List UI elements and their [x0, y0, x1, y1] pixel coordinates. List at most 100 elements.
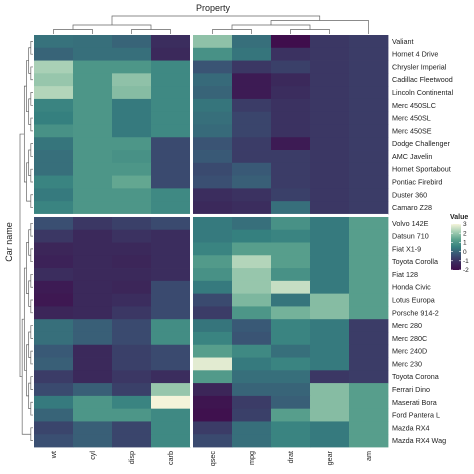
dendrogram-branch [23, 85, 27, 183]
heatmap-cell [112, 268, 152, 282]
row-label: Merc 450SLC [392, 101, 436, 110]
heatmap-cell [232, 268, 272, 282]
row-label: Duster 360 [392, 190, 427, 199]
heatmap-cell [112, 73, 152, 87]
heatmap-cell [271, 162, 311, 176]
heatmap-cell [310, 73, 350, 87]
heatmap-cell [232, 216, 272, 231]
heatmap-cell [310, 229, 350, 243]
heatmap-cell [193, 344, 233, 358]
heatmap-cell [349, 242, 389, 256]
heatmap-cell [34, 319, 74, 333]
heatmap-cell [349, 111, 389, 125]
row-label: Hornet Sportabout [392, 165, 451, 174]
heatmap-cell [310, 421, 350, 435]
heatmap-cell [193, 188, 233, 202]
heatmap-cell [310, 357, 350, 371]
heatmap-cell [193, 150, 233, 164]
heatmap-cell [232, 162, 272, 176]
heatmap-cell [271, 35, 311, 49]
heatmap-cell [73, 124, 113, 138]
dendrogram-branch [30, 274, 33, 288]
heatmap-cell [34, 188, 74, 202]
row-label: Valiant [392, 37, 413, 46]
heatmap-cell [310, 35, 350, 49]
row-label: Cadillac Fleetwood [392, 75, 453, 84]
heatmap-cell [73, 201, 113, 215]
dendrogram-branch [26, 162, 31, 202]
heatmap-cells [34, 35, 389, 448]
heatmap-cell [310, 175, 350, 189]
heatmap-cell [112, 344, 152, 358]
row-dendrogram [19, 41, 33, 441]
dendrogram-branch [30, 117, 33, 132]
dendrogram-branch [30, 168, 33, 183]
row-label: Lincoln Continental [392, 88, 454, 97]
column-label: mpg [247, 451, 256, 465]
dendrogram-branch [30, 41, 33, 55]
heatmap-cell [34, 331, 74, 346]
heatmap-cell [34, 280, 74, 295]
heatmap-cell [232, 98, 272, 113]
heatmap-cell [193, 255, 233, 269]
legend-ticks: 3 2 1 0 -1 -2 [451, 221, 469, 274]
heatmap-cell [310, 188, 350, 202]
heatmap-cell [73, 216, 113, 231]
row-label: Fiat 128 [392, 270, 418, 279]
dendrogram-branch [21, 318, 31, 435]
heatmap-cell [271, 175, 311, 189]
heatmap-cell [151, 124, 191, 138]
heatmap-cell [112, 150, 152, 164]
heatmap-cell [34, 73, 74, 87]
dendrogram-branch [26, 344, 29, 397]
row-label: Volvo 142E [392, 219, 429, 228]
heatmap-cell [193, 331, 233, 346]
heatmap-cell [151, 395, 191, 410]
heatmap-cell [34, 408, 74, 422]
heatmap-cell [112, 60, 152, 74]
column-split [190, 35, 193, 447]
heatmap-cell [193, 47, 233, 61]
heatmap-cell [349, 357, 389, 371]
heatmap-cell [310, 124, 350, 138]
heatmap-cell [193, 86, 233, 100]
heatmap-cell [193, 395, 233, 410]
heatmap-cell [193, 268, 233, 282]
heatmap-cell [34, 344, 74, 358]
row-label: Camaro Z28 [392, 203, 432, 212]
heatmap-cell [232, 201, 272, 215]
heatmap-cell [112, 216, 152, 231]
heatmap-cell [271, 306, 311, 320]
heatmap-cell [34, 421, 74, 435]
column-dendrogram [53, 15, 369, 34]
heatmap-cell [193, 421, 233, 435]
heatmap-cell [310, 280, 350, 295]
heatmap-cell [34, 150, 74, 164]
heatmap-cell [271, 111, 311, 125]
heatmap-cell [349, 370, 389, 384]
heatmap-cell [112, 357, 152, 371]
dendrogram-branch [30, 194, 33, 208]
heatmap-cell [73, 408, 113, 422]
heatmap-cell [73, 268, 113, 282]
heatmap-cell [232, 47, 272, 61]
heatmap-cell [73, 280, 113, 295]
heatmap-cell [151, 162, 191, 176]
dendrogram-branch [30, 401, 33, 416]
row-label: Lotus Europa [392, 296, 435, 305]
heatmap-cell [232, 35, 272, 49]
heatmap-cell [112, 434, 152, 448]
heatmap-cell [349, 255, 389, 269]
heatmap-cell [271, 268, 311, 282]
heatmap-cell [349, 331, 389, 346]
heatmap-cell [112, 137, 152, 151]
heatmap-cell [73, 383, 113, 397]
heatmap-cell [151, 434, 191, 448]
heatmap-cell [112, 306, 152, 320]
heatmap-cell [151, 383, 191, 397]
dendrogram-branch [19, 133, 25, 378]
heatmap-cell [232, 408, 272, 422]
heatmap-cell [112, 162, 152, 176]
heatmap-cell [349, 319, 389, 333]
